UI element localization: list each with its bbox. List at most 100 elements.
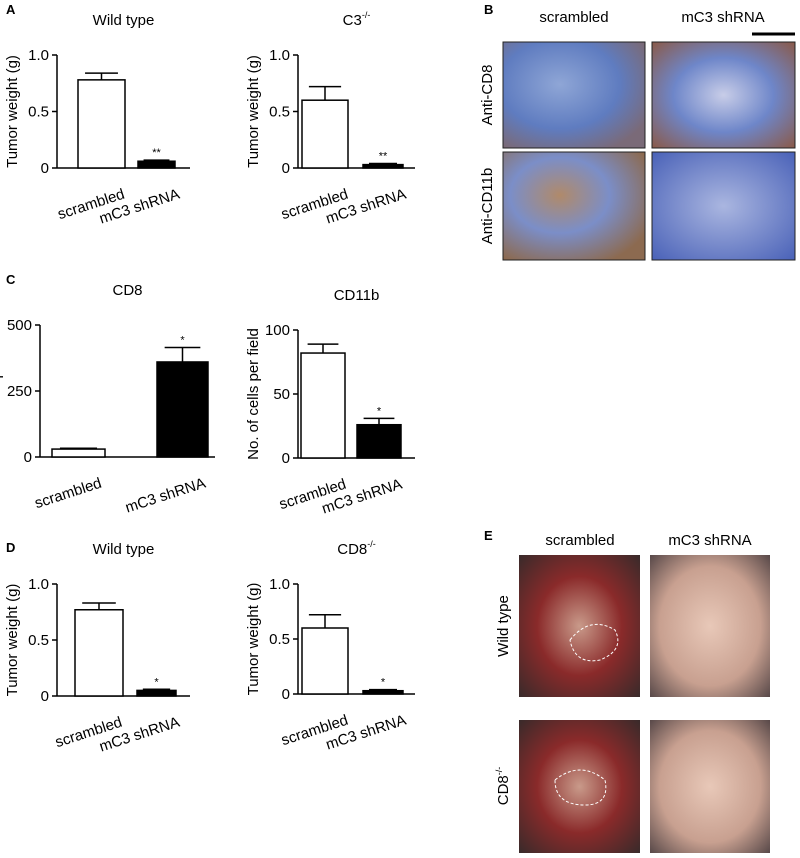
error-bar bbox=[363, 417, 395, 425]
error-bar bbox=[308, 85, 342, 101]
y-tick-label: 50 bbox=[273, 386, 290, 403]
chart-title: Wild type bbox=[93, 12, 155, 29]
chart-title-superscript: -/- bbox=[362, 10, 371, 20]
y-tick-label: 0 bbox=[282, 686, 290, 703]
significance-label: * bbox=[377, 405, 382, 417]
y-axis-label: Tumor weight (g) bbox=[245, 583, 262, 696]
chart-title-text: Wild type bbox=[93, 12, 155, 29]
row-label: CD8-/- bbox=[494, 767, 512, 806]
bar bbox=[356, 423, 402, 459]
row-label-text: CD8 bbox=[495, 775, 512, 805]
y-tick-label: 500 bbox=[7, 317, 32, 334]
y-tick-label: 100 bbox=[265, 322, 290, 339]
outline bbox=[554, 769, 607, 806]
y-tick-label: 0 bbox=[282, 160, 290, 177]
error-bar bbox=[308, 614, 342, 628]
x-tick-label: mC3 shRNA bbox=[123, 475, 208, 517]
chart-title: C3-/- bbox=[343, 10, 371, 29]
column-label: mC3 shRNA bbox=[681, 9, 764, 26]
y-tick-label: 0 bbox=[282, 450, 290, 467]
y-tick-label: 250 bbox=[7, 383, 32, 400]
y-tick-label: 0 bbox=[41, 688, 49, 705]
photo bbox=[650, 720, 770, 853]
row-label: Anti-CD8 bbox=[479, 65, 496, 126]
bar bbox=[137, 160, 176, 169]
photo bbox=[519, 555, 640, 697]
row-label: Anti-CD11b bbox=[479, 168, 496, 244]
bar-chart: CD8-/-Tumor weight (g) 00.51.0scrambled*m… bbox=[245, 539, 415, 754]
micrograph bbox=[502, 151, 646, 261]
photo bbox=[650, 555, 770, 697]
significance-label: ** bbox=[152, 147, 161, 159]
chart-title: CD8 bbox=[112, 282, 142, 299]
bar bbox=[362, 689, 404, 695]
column-label: scrambled bbox=[539, 9, 608, 26]
bar-chart: C3-/-Tumor weight (g)00.51.0scrambled**m… bbox=[245, 10, 415, 228]
row-label-superscript: -/- bbox=[494, 767, 504, 776]
error-bar bbox=[82, 602, 116, 610]
chart-title: Wild type bbox=[93, 541, 155, 558]
y-axis-label: Tumor weight (g) bbox=[245, 55, 262, 168]
y-axis-label: No. of cells per field bbox=[0, 325, 4, 457]
y-tick-label: 0.5 bbox=[269, 631, 290, 648]
significance-label: * bbox=[180, 334, 185, 346]
bar bbox=[136, 689, 177, 697]
micrograph bbox=[502, 41, 646, 149]
bar bbox=[301, 99, 349, 169]
bar bbox=[301, 627, 349, 695]
y-axis-label: No. of cells per field bbox=[245, 328, 262, 460]
column-label: mC3 shRNA bbox=[668, 532, 751, 549]
chart-title: CD11b bbox=[334, 287, 380, 304]
chart-title-text: CD8 bbox=[112, 282, 142, 299]
y-tick-label: 0 bbox=[41, 160, 49, 177]
chart-title-superscript: -/- bbox=[367, 539, 376, 549]
bar bbox=[156, 361, 209, 458]
micrograph bbox=[651, 151, 796, 261]
row-label: Wild type bbox=[495, 595, 512, 657]
y-tick-label: 1.0 bbox=[28, 47, 49, 64]
row-label-text: Wild type bbox=[495, 595, 512, 657]
bar bbox=[300, 352, 346, 459]
panel-label: C bbox=[6, 272, 16, 287]
outline bbox=[569, 623, 619, 662]
significance-label: * bbox=[381, 677, 386, 689]
y-tick-label: 1.0 bbox=[28, 576, 49, 593]
y-tick-label: 1.0 bbox=[269, 576, 290, 593]
panel-label: D bbox=[6, 540, 15, 555]
panel-label: A bbox=[6, 2, 16, 17]
error-bar bbox=[164, 346, 201, 362]
chart-title-text: CD8 bbox=[337, 541, 367, 558]
chart-title-text: C3 bbox=[343, 12, 362, 29]
photo bbox=[519, 720, 640, 853]
column-label: scrambled bbox=[545, 532, 614, 549]
bar bbox=[77, 79, 126, 169]
micrograph bbox=[651, 41, 796, 149]
micrographs bbox=[502, 32, 796, 261]
y-tick-label: 0.5 bbox=[28, 104, 49, 121]
y-tick-label: 0.5 bbox=[28, 632, 49, 649]
y-tick-label: 0.5 bbox=[269, 104, 290, 121]
error-bar bbox=[85, 72, 118, 80]
bar bbox=[74, 609, 124, 697]
panel-label: B bbox=[484, 2, 493, 17]
chart-title-text: CD11b bbox=[334, 287, 380, 304]
photos bbox=[519, 555, 770, 853]
error-bar bbox=[307, 343, 339, 354]
y-axis-label: Tumor weight (g) bbox=[4, 584, 21, 697]
y-axis-label: Tumor weight (g) bbox=[4, 55, 21, 168]
x-tick-label: scrambled bbox=[33, 475, 104, 513]
bar bbox=[51, 448, 106, 458]
chart-title: CD8-/- bbox=[337, 539, 376, 558]
significance-label: * bbox=[154, 676, 159, 688]
y-tick-label: 1.0 bbox=[269, 47, 290, 64]
panel-label: E bbox=[484, 528, 493, 543]
y-tick-label: 0 bbox=[24, 449, 32, 466]
bar-chart: CD8 No. of cells per field 0 250 500 scramble… bbox=[0, 282, 215, 517]
bar bbox=[362, 163, 404, 169]
significance-label: ** bbox=[379, 150, 388, 162]
chart-title-text: Wild type bbox=[93, 541, 155, 558]
